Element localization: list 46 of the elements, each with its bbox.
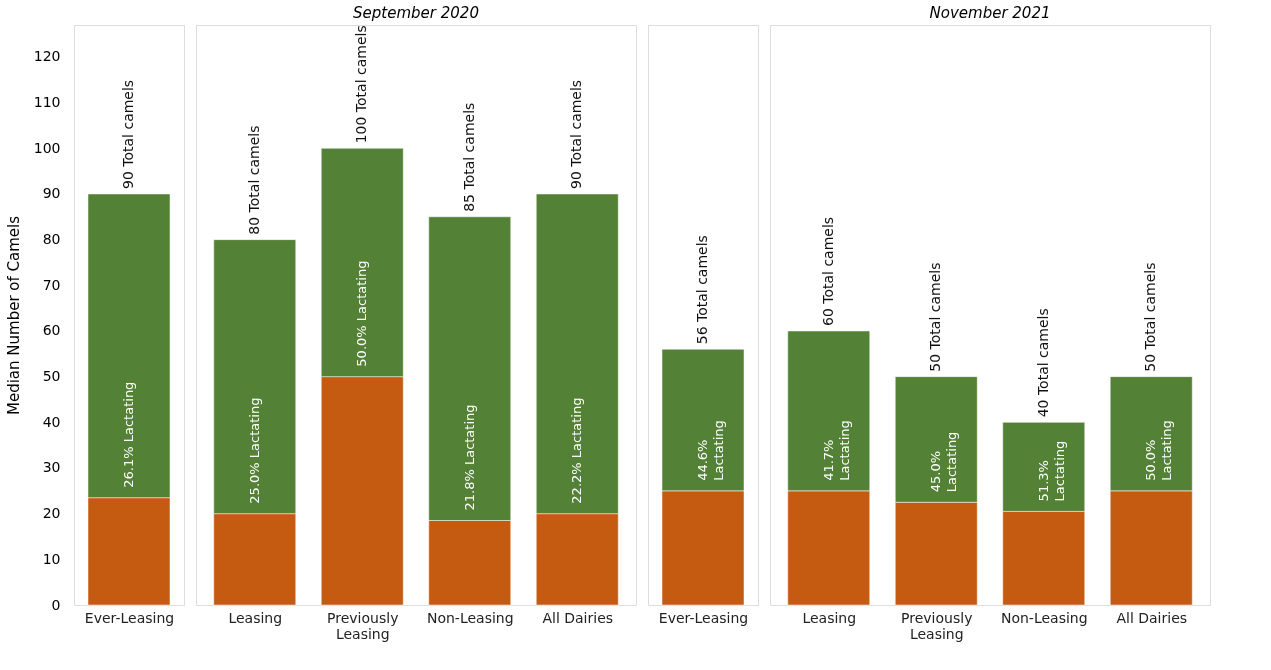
y-tick-label: 90	[42, 185, 61, 202]
y-tick-label: 40	[42, 413, 61, 430]
y-tick-label: 60	[42, 322, 61, 339]
total-label: 100 Total camels	[353, 25, 370, 144]
total-label: 90 Total camels	[568, 79, 585, 189]
annotation: 51.3% Lactating	[1035, 440, 1067, 502]
x-tick-label: Previously Leasing	[901, 609, 973, 642]
annotation: 26.1% Lactating	[121, 381, 136, 488]
x-tick-label: Ever-Leasing	[658, 609, 749, 626]
chart-title: November 2021	[929, 4, 1051, 22]
x-tick-label: Non-Leasing	[426, 609, 514, 626]
annotation: 22.2% Lactating	[569, 397, 585, 504]
y-tick-label: 120	[33, 48, 61, 65]
y-axis-title: Median Number of Camels	[4, 215, 23, 416]
x-tick-label: Previously Leasing	[327, 609, 399, 642]
annotation: 41.7% Lactating	[820, 420, 852, 481]
annotation: 50.0% Lactating	[354, 260, 370, 367]
x-tick-label: Non-Leasing	[1000, 609, 1088, 626]
total-label: 56 Total camels	[694, 235, 710, 345]
x-tick-label: All Dairies	[542, 609, 614, 626]
y-tick-label: 110	[33, 94, 61, 111]
x-tick-label: Leasing	[228, 609, 283, 626]
total-label: 60 Total camels	[819, 216, 836, 326]
x-tick-label: Ever-Leasing	[84, 609, 175, 626]
annotation: 50.0% Lactating	[1143, 420, 1175, 481]
y-tick-label: 30	[42, 459, 61, 476]
y-tick-label: 20	[42, 505, 61, 522]
y-tick-label: 10	[42, 550, 61, 567]
y-tick-label: 0	[51, 596, 61, 613]
total-label: 85 Total camels	[460, 102, 477, 212]
x-tick-label: All Dairies	[1116, 609, 1188, 626]
chart-title: September 2020	[353, 4, 479, 22]
y-tick-label: 50	[42, 368, 61, 385]
annotation: 44.6% Lactating	[695, 420, 726, 481]
total-label: 40 Total camels	[1034, 308, 1051, 418]
x-tick-label: Leasing	[802, 609, 857, 626]
y-tick-label: 100	[33, 139, 61, 156]
total-label: 90 Total camels	[120, 79, 136, 189]
annotation: 25.0% Lactating	[246, 397, 262, 504]
total-label: 80 Total camels	[245, 125, 262, 235]
annotation: 45.0% Lactating	[928, 431, 960, 493]
y-tick-label: 70	[42, 276, 61, 293]
total-label: 50 Total camels	[1142, 262, 1159, 372]
annotation: 21.8% Lactating	[461, 404, 477, 511]
total-label: 50 Total camels	[927, 262, 944, 372]
y-tick-label: 80	[42, 231, 61, 248]
